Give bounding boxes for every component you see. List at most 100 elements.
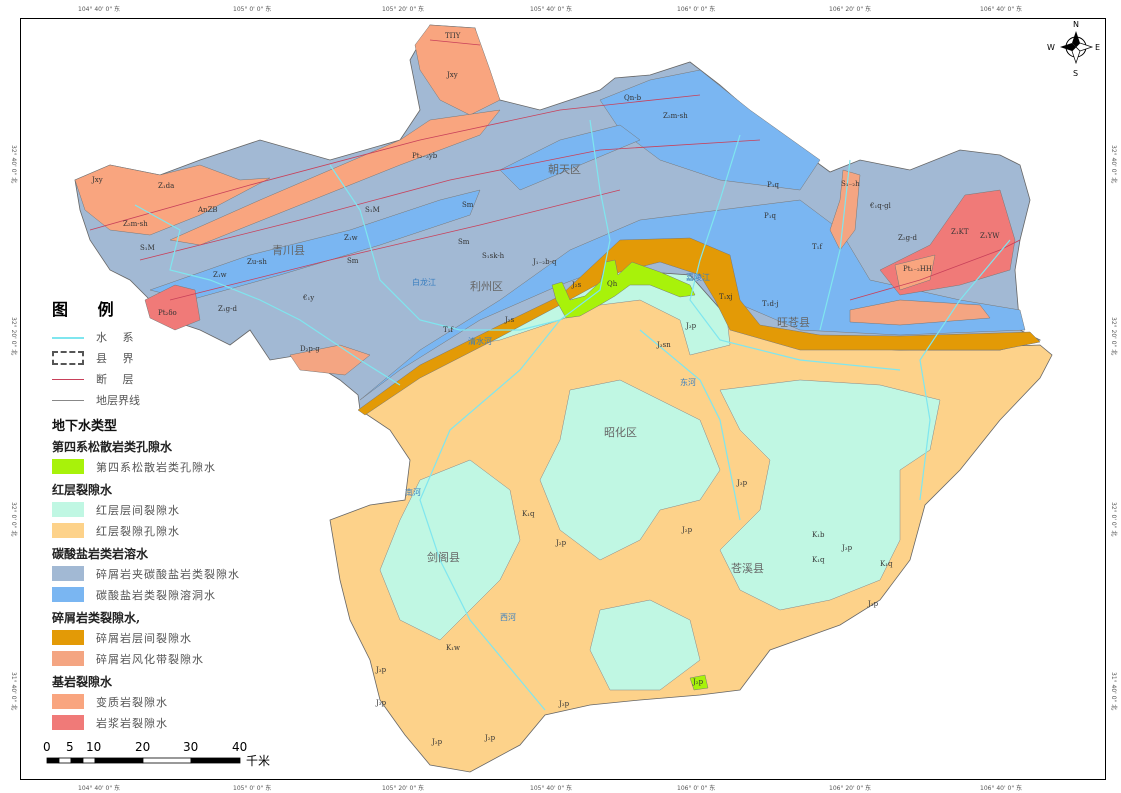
fault-lines xyxy=(89,39,1021,301)
scale-unit: 千米 xyxy=(246,754,270,768)
formation-label: J₂s xyxy=(504,316,515,324)
formation-label: T₁f xyxy=(443,326,454,334)
formation-label: J₃p xyxy=(841,544,853,552)
formation-label: S₁₋₂h xyxy=(841,180,860,188)
legend-item-county-boundary: 县 界 xyxy=(40,347,280,368)
formation-label: J₃p xyxy=(375,699,387,707)
formation-label: J₃p xyxy=(431,738,443,746)
region-quaternary-pore-water xyxy=(551,259,696,319)
north-arrow-icon: N S E W xyxy=(1047,20,1100,78)
legend-item-fault: 断 层 xyxy=(40,368,280,389)
county-label: 旺苍县 xyxy=(777,316,810,329)
region-weathered-clastic-water xyxy=(289,344,371,376)
formation-label: J₃p xyxy=(558,700,570,708)
formation-label: Z₁da xyxy=(158,182,174,190)
legend-swatch xyxy=(52,630,84,645)
legend-item: 碎屑岩夹碳酸盐岩类裂隙水 xyxy=(40,563,280,584)
formation-label: Jxy xyxy=(91,176,103,184)
county-label: 苍溪县 xyxy=(731,562,764,575)
coord-label: 32° 20' 0" 北 xyxy=(1110,317,1118,355)
legend-item: 变质岩裂隙水 xyxy=(40,691,280,712)
formation-label: AnZB xyxy=(197,206,218,214)
region-carbonate-karst-water xyxy=(499,124,641,191)
region-quaternary-pore-water xyxy=(689,674,709,691)
legend-group-title: 红层裂隙水 xyxy=(52,483,113,497)
region-carbonate-karst-water xyxy=(149,189,481,301)
coord-label: 105° 0' 0" 东 xyxy=(233,784,271,792)
scale-tick: 40 xyxy=(232,740,247,754)
coord-label: 31° 40' 0" 北 xyxy=(1110,672,1118,710)
legend-label: 碳酸盐岩类裂隙溶洞水 xyxy=(96,588,216,602)
formation-label: €₁y xyxy=(302,294,314,302)
legend-swatch xyxy=(52,523,84,538)
river-labels: 嘉陵江 白龙江 清水河 南河 东河 西河 xyxy=(405,272,710,622)
formation-label: €₁q-gl xyxy=(869,202,892,210)
formation-label: S₁M xyxy=(140,244,155,252)
legend-label: 县 界 xyxy=(96,351,140,365)
legend-swatch xyxy=(52,566,84,581)
river-lines xyxy=(134,119,1011,711)
river-label: 南河 xyxy=(405,487,421,497)
region-metamorphic-water xyxy=(74,164,271,236)
coord-label: 32° 20' 0" 北 xyxy=(10,317,18,355)
formation-label: J₃p xyxy=(867,600,879,608)
legend-item: 红层层间裂隙水 xyxy=(40,499,280,520)
formation-label: Z₁g-d xyxy=(218,305,238,313)
formation-label: Sm xyxy=(458,238,470,246)
formation-label: J₂p xyxy=(681,526,693,534)
formation-label: Z₁w xyxy=(344,234,358,242)
legend-item: 岩浆岩裂隙水 xyxy=(40,712,280,733)
formation-label: Z₁YW xyxy=(980,232,1000,240)
scale-tick: 30 xyxy=(183,740,198,754)
coord-labels-right: 32° 40' 0" 北 32° 20' 0" 北 32° 0' 0" 北 31… xyxy=(1110,145,1118,710)
compass-n: N xyxy=(1073,20,1079,29)
formation-label: K₁q xyxy=(880,560,893,568)
formation-label: Pt₂δo xyxy=(158,309,177,317)
coord-label: 105° 20' 0" 东 xyxy=(382,5,424,13)
legend-item-stratum-boundary: 地层界线 xyxy=(40,389,280,410)
formation-label: J₃p xyxy=(685,322,697,330)
county-label: 青川县 xyxy=(272,244,305,257)
formation-label: K₁q xyxy=(522,510,535,518)
region-red-bed-interlayer-water xyxy=(379,459,521,641)
formation-label: Sm xyxy=(347,257,359,265)
legend-label: 碎屑岩层间裂隙水 xyxy=(96,631,192,645)
formation-label: P₁q xyxy=(764,212,777,220)
formation-label: Qn-b xyxy=(624,94,642,102)
river-label: 西河 xyxy=(500,612,516,622)
scale-tick: 5 xyxy=(66,740,74,754)
coord-label: 31° 40' 0" 北 xyxy=(10,672,18,710)
formation-label: T₁xj xyxy=(719,293,733,301)
coord-label: 105° 40' 0" 东 xyxy=(530,5,572,13)
coord-label: 106° 40' 0" 东 xyxy=(980,5,1022,13)
coord-label: 106° 20' 0" 东 xyxy=(829,5,871,13)
region-red-bed-interlayer-water xyxy=(539,379,721,561)
legend-swatch xyxy=(52,502,84,517)
formation-label: Pt₁₋₂HH xyxy=(903,265,932,273)
compass-e: E xyxy=(1095,43,1100,52)
legend-label: 第四系松散岩类孔隙水 xyxy=(96,460,216,474)
county-label: 朝天区 xyxy=(548,163,581,176)
formation-label: K₁q xyxy=(812,556,825,564)
legend-item: 第四系松散岩类孔隙水 xyxy=(40,456,280,477)
formation-label: S₁M xyxy=(365,206,380,214)
river-label: 白龙江 xyxy=(412,277,436,287)
compass-s: S xyxy=(1073,69,1078,78)
legend-swatch xyxy=(52,459,84,474)
coord-labels-left: 32° 40' 0" 北 32° 20' 0" 北 32° 0' 0" 北 31… xyxy=(10,145,18,710)
legend-label: 地层界线 xyxy=(96,393,140,407)
coord-label: 106° 0' 0" 东 xyxy=(677,5,715,13)
county-label: 昭化区 xyxy=(604,425,637,439)
formation-label: T₁f xyxy=(812,243,823,251)
legend-swatch xyxy=(52,715,84,730)
legend-item: 碳酸盐岩类裂隙溶洞水 xyxy=(40,584,280,605)
legend-item: 碎屑岩风化带裂隙水 xyxy=(40,648,280,669)
coord-label: 106° 0' 0" 东 xyxy=(677,784,715,792)
region-red-bed-interlayer-water xyxy=(719,379,941,611)
scale-tick: 20 xyxy=(135,740,150,754)
scale-tick: 0 xyxy=(43,740,51,754)
coord-label: 104° 40' 0" 东 xyxy=(78,5,120,13)
legend-label: 碎屑岩夹碳酸盐岩类裂隙水 xyxy=(96,567,240,581)
legend-item-river: 水 系 xyxy=(40,326,280,347)
coord-labels-top: 104° 40' 0" 东 105° 0' 0" 东 105° 20' 0" 东… xyxy=(78,5,1022,13)
